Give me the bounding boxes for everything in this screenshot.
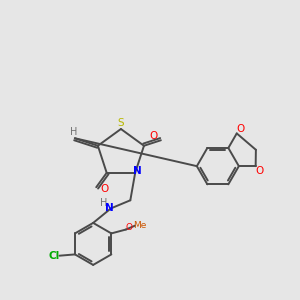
Text: O: O — [255, 166, 264, 176]
Text: O: O — [150, 131, 158, 141]
Text: O: O — [236, 124, 245, 134]
Text: H: H — [100, 198, 107, 208]
Text: H: H — [70, 127, 77, 137]
Text: Me: Me — [134, 221, 147, 230]
Text: N: N — [105, 203, 114, 213]
Text: O: O — [100, 184, 108, 194]
Text: S: S — [118, 118, 124, 128]
Text: N: N — [134, 166, 142, 176]
Text: Cl: Cl — [48, 251, 59, 261]
Text: O: O — [126, 224, 133, 232]
